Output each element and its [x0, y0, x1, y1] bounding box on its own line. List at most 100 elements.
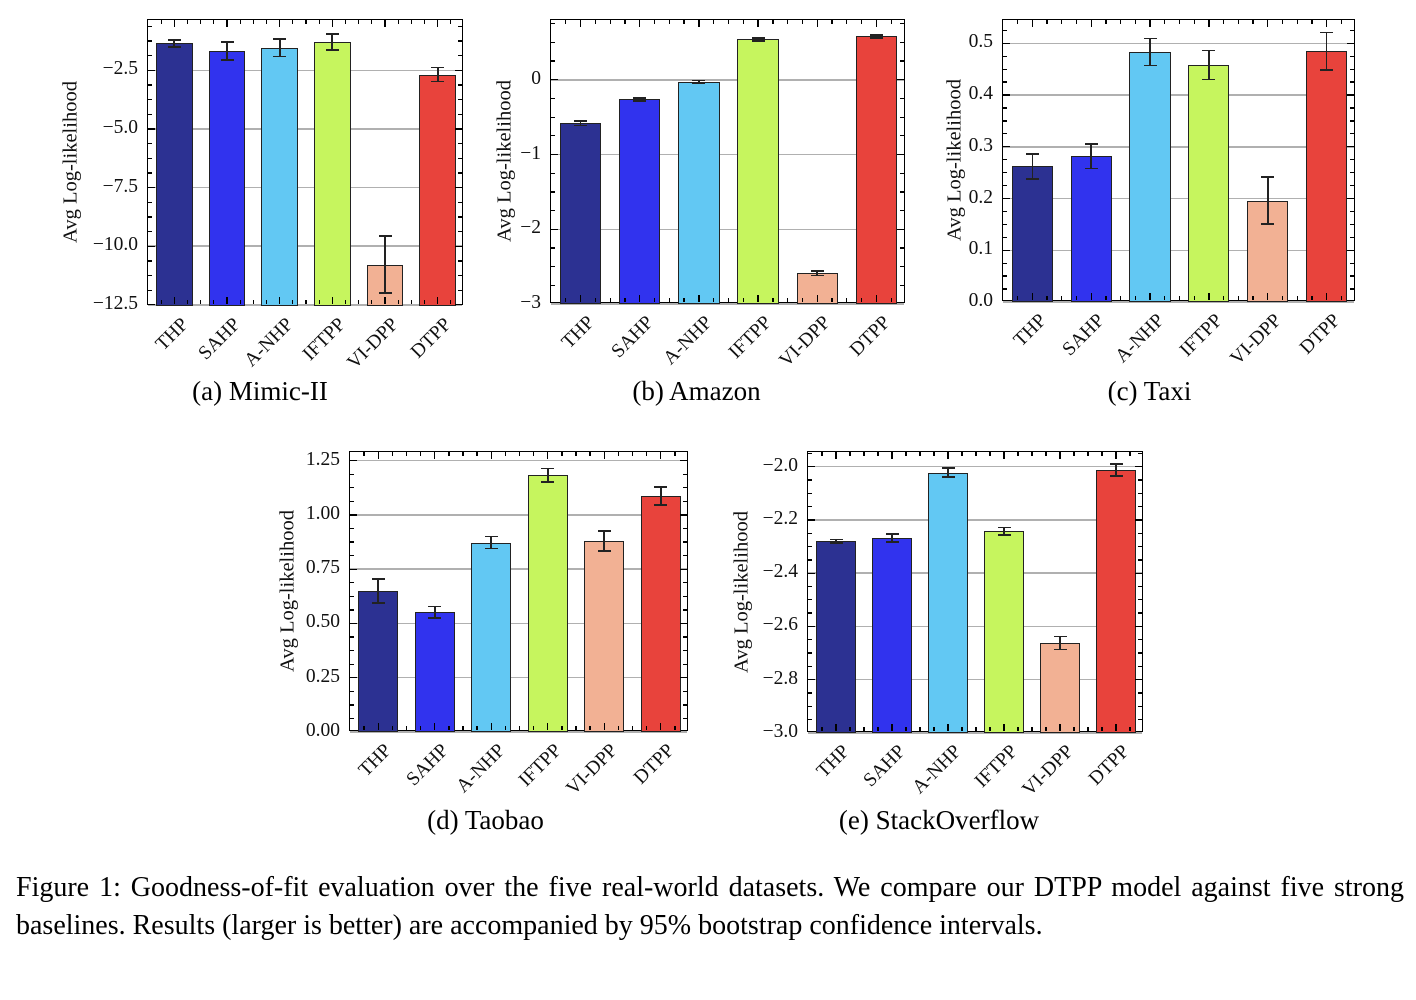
errorbar-cap	[633, 99, 647, 102]
plot-area-stackoverflow	[807, 451, 1143, 734]
y-tick	[551, 41, 555, 44]
y-tick	[350, 473, 354, 475]
y-tick	[350, 636, 354, 638]
bar-dtpp	[640, 495, 681, 732]
y-tick	[458, 143, 462, 145]
xtick-label-dtpp: DTPP	[1085, 741, 1134, 790]
y-tick	[1350, 223, 1354, 226]
x-tick	[653, 20, 656, 24]
x-tick	[631, 452, 634, 456]
ytick-label: −3.0	[762, 721, 798, 742]
ytick-label: 0.0	[968, 290, 993, 311]
errorbar-sahp	[891, 534, 893, 542]
grid-line	[1003, 42, 1354, 45]
y-tick	[1003, 55, 1007, 57]
y-tick	[1347, 94, 1354, 96]
x-tick	[831, 298, 833, 302]
ytick-label: −2	[520, 217, 541, 239]
x-tick	[875, 20, 878, 27]
x-tick	[594, 20, 597, 24]
errorbar-cap	[1084, 142, 1098, 145]
errorbar-thp	[377, 578, 380, 603]
x-tick	[160, 300, 162, 304]
y-tick	[1135, 465, 1142, 468]
subfigure-caption: (a) Mimic-II	[192, 376, 328, 406]
x-tick	[490, 452, 492, 459]
y-tick	[900, 116, 904, 118]
x-tick	[947, 452, 949, 459]
y-tick	[900, 23, 904, 25]
y-tick	[458, 40, 462, 42]
x-tick	[575, 452, 577, 456]
y-tick	[1003, 29, 1007, 31]
x-tick	[226, 297, 228, 304]
x-tick	[448, 452, 450, 456]
errorbar-iftpp	[1208, 50, 1210, 80]
bar-dtpp	[855, 36, 898, 304]
y-tick	[458, 84, 462, 86]
y-tick	[1350, 29, 1354, 31]
grid-line	[148, 304, 462, 306]
x-tick	[1105, 20, 1107, 24]
x-tick	[358, 20, 360, 24]
x-tick	[1252, 296, 1254, 300]
x-tick	[252, 20, 254, 24]
y-tick	[1347, 42, 1354, 44]
x-tick	[450, 20, 452, 24]
x-tick	[863, 727, 865, 731]
x-tick	[1046, 20, 1048, 24]
y-tick	[1135, 519, 1142, 521]
y-tick	[551, 284, 555, 286]
ytick-label: −2.0	[762, 454, 798, 476]
xtick-label-sahp: SAHP	[607, 312, 658, 363]
x-tick	[835, 724, 837, 731]
xtick-label-dtpp: DTPP	[406, 314, 456, 363]
figure-caption: Figure 1: Goodness-of-fit evaluation ove…	[16, 872, 1404, 941]
x-tick	[890, 298, 892, 302]
x-tick	[200, 20, 202, 24]
errorbar-cap	[692, 79, 706, 82]
y-tick	[350, 460, 357, 462]
y-tick	[1350, 107, 1354, 109]
bar-iftpp	[313, 41, 351, 306]
y-tick	[808, 532, 812, 534]
x-tick	[1073, 452, 1075, 456]
y-tick	[683, 717, 687, 720]
y-tick	[1347, 249, 1354, 251]
y-tick	[808, 599, 812, 601]
x-tick	[565, 20, 567, 24]
bar-iftpp	[984, 531, 1024, 733]
y-tick	[1138, 559, 1142, 561]
grid-line	[350, 622, 687, 625]
errorbar-cap	[597, 550, 611, 553]
x-tick	[698, 295, 700, 302]
xtick-label-thp: THP	[355, 740, 397, 781]
x-tick	[713, 298, 715, 302]
y-tick	[1003, 249, 1010, 251]
errorbar-a-nhp	[1149, 38, 1151, 66]
x-tick	[742, 20, 744, 24]
y-tick	[1138, 505, 1142, 508]
x-tick	[377, 723, 379, 730]
y-tick	[1135, 679, 1142, 681]
y-tick	[1138, 665, 1142, 668]
y-tick	[1350, 120, 1354, 122]
y-tick	[1350, 236, 1354, 238]
errorbar-cap	[428, 605, 442, 608]
subfigure-mimic-ii: −2.5 −5.0 −7.5 −10.0 −12.5 THP SAHP A-NHP IFTPP V…	[0, 0, 470, 415]
y-tick	[551, 135, 555, 137]
x-tick	[561, 726, 563, 730]
bar-iftpp	[1188, 65, 1230, 302]
y-tick	[1003, 184, 1007, 187]
errorbar-cap	[378, 292, 392, 294]
x-tick	[265, 20, 268, 24]
errorbar-dtpp	[1115, 463, 1117, 476]
y-tick	[680, 622, 687, 625]
errorbar-cap	[997, 526, 1011, 529]
grid-line	[350, 568, 687, 570]
y-tick	[148, 143, 152, 145]
y-tick	[458, 55, 462, 57]
y-tick	[900, 247, 904, 249]
xtick-label-thp: THP	[557, 312, 599, 353]
